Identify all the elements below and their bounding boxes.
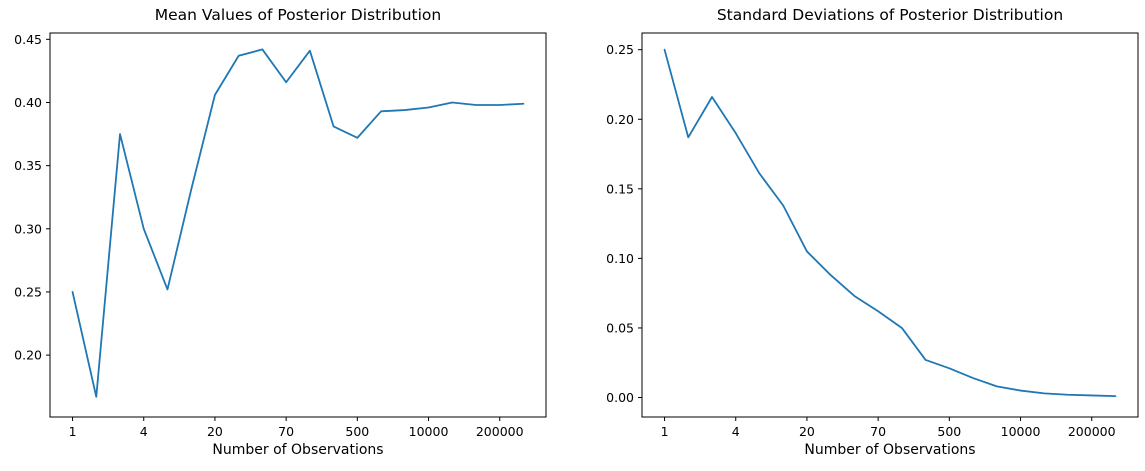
svg-text:0.40: 0.40 [14,95,42,110]
x-axis-label-mean-values: Number of Observations [212,442,384,458]
svg-text:20: 20 [799,424,815,439]
svg-text:0.00: 0.00 [606,390,634,405]
svg-text:0.20: 0.20 [606,112,634,127]
svg-text:500: 500 [937,424,961,439]
svg-text:1: 1 [69,424,77,439]
chart-title-standard-deviations: Standard Deviations of Posterior Distrib… [716,6,1064,24]
svg-text:4: 4 [140,424,148,439]
svg-text:1: 1 [661,424,669,439]
svg-text:0.45: 0.45 [14,32,42,47]
svg-text:0.30: 0.30 [14,221,42,236]
svg-text:0.10: 0.10 [606,251,634,266]
svg-text:0.25: 0.25 [14,284,42,299]
mean-values-line-chart: 0.20 0.25 0.30 0.35 0.40 0.45 1 4 20 70 500 10000 20… [14,32,547,439]
svg-text:10000: 10000 [409,424,449,439]
svg-text:200000: 200000 [1068,424,1116,439]
subplot-standard-deviations: Standard Deviations of Posterior Distrib… [572,0,1145,471]
svg-text:200000: 200000 [476,424,524,439]
standard-deviations-line-chart: 0.00 0.05 0.10 0.15 0.20 0.25 1 4 20 70 500 10000 20… [606,32,1139,439]
svg-text:0.05: 0.05 [606,320,634,335]
svg-text:0.35: 0.35 [14,158,42,173]
svg-text:0.20: 0.20 [14,348,42,363]
svg-text:70: 70 [870,424,886,439]
x-axis-label-standard-deviations: Number of Observations [804,442,976,458]
svg-text:20: 20 [207,424,223,439]
svg-text:70: 70 [278,424,294,439]
subplot-mean-values: Mean Values of Posterior Distribution 0.… [0,0,572,471]
svg-text:500: 500 [345,424,369,439]
svg-text:4: 4 [732,424,740,439]
chart-title-mean-values: Mean Values of Posterior Distribution [154,6,442,24]
svg-text:0.15: 0.15 [606,181,634,196]
svg-text:0.25: 0.25 [606,42,634,57]
svg-text:10000: 10000 [1001,424,1041,439]
